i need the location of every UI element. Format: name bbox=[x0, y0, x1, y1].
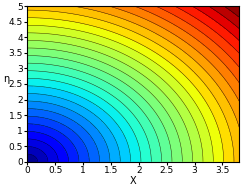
X-axis label: X: X bbox=[130, 176, 136, 186]
Y-axis label: η: η bbox=[3, 74, 9, 84]
